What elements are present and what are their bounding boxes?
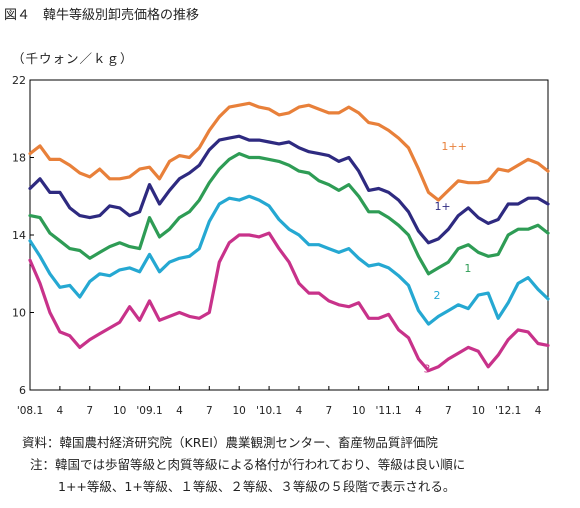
y-tick-label: 22 xyxy=(12,74,26,87)
x-tick-label: 7 xyxy=(206,405,213,417)
grading-note: 注：韓国では歩留等級と肉質等級による格付が行われており、等級は良い順に xyxy=(30,457,466,472)
x-tick-label: 10 xyxy=(113,405,126,417)
x-tick-label: 7 xyxy=(445,405,452,417)
series-line-3 xyxy=(28,152,550,276)
x-tick-label: 10 xyxy=(233,405,246,417)
x-tick-label: 4 xyxy=(296,405,303,417)
series-label-2: 1+ xyxy=(434,200,450,213)
x-tick-label: 7 xyxy=(86,405,93,417)
y-tick-label: 14 xyxy=(12,229,26,242)
series-line-2 xyxy=(28,134,550,245)
series-line-5 xyxy=(28,231,550,373)
x-tick-label: 4 xyxy=(415,405,422,417)
x-tick-label: 4 xyxy=(535,405,542,417)
series-line-4 xyxy=(28,194,550,326)
series-label-3: 1 xyxy=(464,262,471,275)
x-tick-label: 4 xyxy=(176,405,183,417)
figure-title: 図４ 韓牛等級別卸売価格の推移 xyxy=(4,8,200,23)
series-label-1: 1++ xyxy=(441,140,466,153)
series-label-5: 3 xyxy=(423,363,430,376)
y-axis-unit: （千ウォン／ｋｇ） xyxy=(12,51,134,66)
grading-note-continued: 1++等級、1+等級、１等級、２等級、３等級の５段階で表示される。 xyxy=(58,479,456,494)
y-tick-label: 6 xyxy=(19,384,26,397)
x-tick-label: '12.1 xyxy=(495,405,521,417)
x-tick-label: '11.1 xyxy=(375,405,401,417)
x-tick-label: 4 xyxy=(57,405,64,417)
source-note: 資料：韓国農村経済研究院（KREI）農業観測センター、畜産物品質評価院 xyxy=(22,435,438,450)
y-tick-label: 18 xyxy=(12,152,26,165)
x-tick-label: '08.1 xyxy=(17,405,43,417)
plot-frame xyxy=(29,79,549,391)
series-line-1 xyxy=(28,101,550,202)
y-tick-label: 10 xyxy=(12,307,26,320)
x-tick-label: 7 xyxy=(326,405,333,417)
x-tick-label: '09.1 xyxy=(136,405,162,417)
x-tick-label: 10 xyxy=(352,405,365,417)
x-tick-label: '10.1 xyxy=(256,405,282,417)
figure-notes: 資料：韓国農村経済研究院（KREI）農業観測センター、畜産物品質評価院 注：韓国… xyxy=(0,432,580,498)
series-label-4: 2 xyxy=(433,289,440,302)
x-tick-label: 10 xyxy=(472,405,485,417)
